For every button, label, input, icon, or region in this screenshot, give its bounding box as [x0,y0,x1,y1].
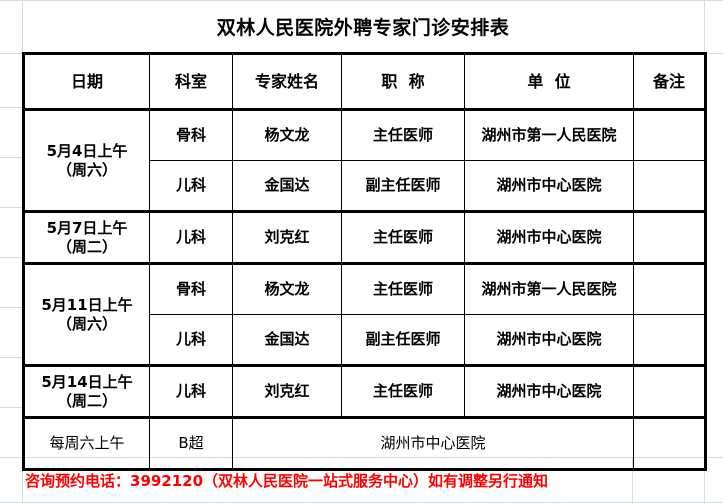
unit-cell: 湖州市中心医院 [464,210,634,264]
header-title: 职 称 [341,53,465,110]
unit-cell: 湖州市第一人民医院 [464,108,634,161]
gridline [0,307,22,308]
remark-cell [633,108,706,161]
name-cell: 金国达 [232,160,342,212]
header-dept: 科室 [149,53,233,110]
date-cell: 每周六上午 [23,416,150,470]
name-cell: 刘克红 [232,210,342,264]
date-cell: 5月7日上午 （周二） [23,210,150,264]
gridline [704,53,723,54]
title-cell: 主任医师 [341,210,465,264]
remark-cell [633,416,706,470]
unit-cell: 湖州市中心医院 [232,416,634,470]
title-cell: 主任医师 [341,364,465,418]
weekly-row: 每周六上午 B超 湖州市中心医院 [23,416,706,470]
remark-cell [633,210,706,264]
name-cell: 金国达 [232,314,342,366]
unit-cell: 湖州市中心医院 [464,160,634,212]
gridline [0,53,22,54]
page-title: 双林人民医院外聘专家门诊安排表 [216,17,510,39]
table-row: 5月7日上午 （周二） 儿科 刘克红 主任医师 湖州市中心医院 [23,210,706,264]
gridline [0,207,22,208]
dept-cell: B超 [149,416,233,470]
weekday-text: （周六） [56,314,117,333]
date-cell: 5月11日上午 （周六） [23,262,150,366]
table-row: 儿科 金国达 副主任医师 湖州市中心医院 [24,160,706,212]
date-text: 5月4日上午 [46,141,128,160]
title-cell: 副主任医师 [341,314,465,366]
gridline [0,157,22,158]
date-text: 5月14日上午 [41,372,133,391]
gridline [0,107,22,108]
dept-cell: 儿科 [149,210,233,264]
dept-cell: 骨科 [149,262,233,315]
remark-cell [633,364,706,418]
date-cell: 5月4日上午 （周六） [23,108,150,212]
contact-note: 咨询预约电话：3992120（双林人民医院一站式服务中心）如有调整另行通知 [25,472,549,490]
date-text: 5月11日上午 [41,295,133,314]
name-cell: 杨文龙 [232,108,342,161]
unit-cell: 湖州市中心医院 [464,364,634,418]
table-row: 5月11日上午 （周六） 骨科 杨文龙 主任医师 湖州市第一人民医院 [23,262,706,366]
table-row: 5月4日上午 （周六） 骨科 杨文龙 主任医师 湖州市第一人民医院 [23,108,706,212]
name-cell: 杨文龙 [232,262,342,315]
header-unit: 单 位 [464,53,634,110]
date-cell: 5月14日上午 （周二） [23,364,150,418]
title-cell: 主任医师 [341,108,465,161]
dept-cell: 儿科 [149,160,233,212]
table-row: 5月14日上午 （周二） 儿科 刘克红 主任医师 湖州市中心医院 [23,364,706,418]
weekday-text: （周二） [56,237,117,256]
dept-cell: 儿科 [149,314,233,366]
weekday-text: （周二） [56,391,117,410]
header-date: 日期 [23,53,150,110]
remark-cell [633,160,706,212]
table-row: 儿科 金国达 副主任医师 湖州市中心医院 [24,314,706,366]
remark-cell [633,314,706,366]
gridline [632,457,633,504]
header-remark: 备注 [633,53,706,110]
gridline [0,502,723,503]
header-name: 专家姓名 [232,53,342,110]
gridline [0,357,22,358]
remark-cell [633,262,706,315]
title-cell: 副主任医师 [341,160,465,212]
unit-cell: 湖州市第一人民医院 [464,262,634,315]
schedule-table: 日期 科室 专家姓名 职 称 单 位 备注 5月4日上午 （周六） 骨科 杨文龙 … [22,52,707,471]
dept-cell: 儿科 [149,364,233,418]
header-row: 日期 科室 专家姓名 职 称 单 位 备注 [23,53,706,110]
gridline [0,407,22,408]
gridline [0,257,22,258]
title-cell: 主任医师 [341,262,465,315]
unit-cell: 湖州市中心医院 [464,314,634,366]
dept-cell: 骨科 [149,108,233,161]
gridline [0,0,723,1]
weekday-text: （周六） [56,160,117,179]
name-cell: 刘克红 [232,364,342,418]
date-text: 5月7日上午 [46,218,128,237]
